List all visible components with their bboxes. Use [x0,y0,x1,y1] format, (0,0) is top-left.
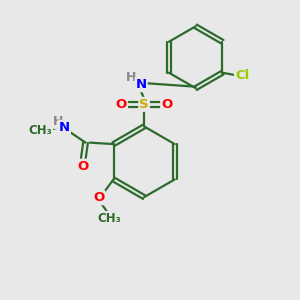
Text: H: H [126,71,136,84]
Text: O: O [93,191,104,204]
Text: N: N [136,78,147,91]
Text: O: O [78,160,89,173]
Text: H: H [53,115,63,128]
Text: CH₃: CH₃ [28,124,52,137]
Text: CH₃: CH₃ [97,212,121,225]
Text: O: O [116,98,127,111]
Text: O: O [161,98,172,111]
Text: Cl: Cl [235,69,249,82]
Text: N: N [59,121,70,134]
Text: S: S [139,98,149,111]
